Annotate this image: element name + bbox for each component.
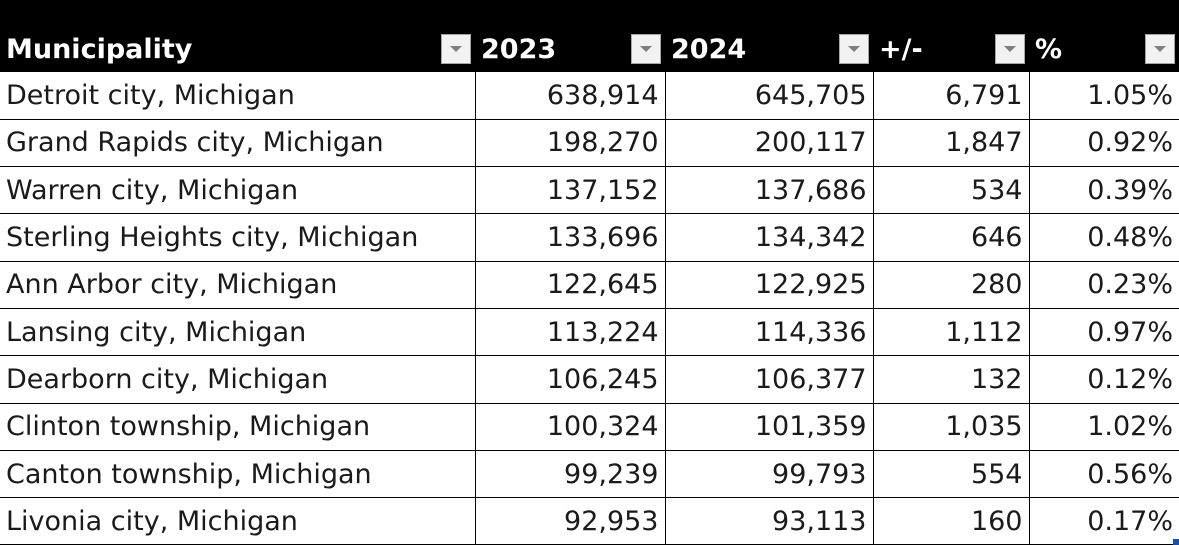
filter-dropdown-icon[interactable]: [441, 34, 471, 64]
table-row: Ann Arbor city, Michigan 122,645 122,925 28…: [0, 261, 1179, 309]
header-change: +/-: [873, 26, 1029, 72]
cell-municipality[interactable]: Ann Arbor city, Michigan: [0, 261, 476, 309]
cell-percent[interactable]: 0.56%: [1029, 450, 1179, 499]
population-table: Municipality 2023 2024 +/- % Detroit cit…: [0, 26, 1179, 545]
cell-change[interactable]: 554: [873, 450, 1030, 499]
cell-percent[interactable]: 0.12%: [1029, 355, 1179, 404]
cell-2023[interactable]: 137,152: [475, 166, 666, 215]
cell-percent[interactable]: 1.02%: [1029, 403, 1179, 451]
cell-2023[interactable]: 133,696: [475, 213, 666, 262]
table-row: Livonia city, Michigan 92,953 93,113 160 0.1…: [0, 497, 1179, 545]
cell-municipality[interactable]: Clinton township, Michigan: [0, 403, 476, 451]
cell-percent[interactable]: 1.05%: [1029, 72, 1179, 120]
header-label: Municipality: [6, 33, 193, 65]
cell-2024[interactable]: 106,377: [665, 355, 874, 404]
cell-change[interactable]: 1,035: [873, 403, 1030, 451]
header-percent: %: [1029, 26, 1179, 72]
cell-percent[interactable]: 0.39%: [1029, 166, 1179, 215]
cell-2023[interactable]: 99,239: [475, 450, 666, 499]
cell-change[interactable]: 160: [873, 497, 1030, 545]
header-label: %: [1035, 33, 1063, 65]
cell-percent[interactable]: 0.48%: [1029, 213, 1179, 262]
table-row: Canton township, Michigan 99,239 99,793 554…: [0, 450, 1179, 499]
cell-change[interactable]: 6,791: [873, 72, 1030, 120]
filter-dropdown-icon[interactable]: [839, 34, 869, 64]
cell-municipality[interactable]: Warren city, Michigan: [0, 166, 476, 215]
cell-2024[interactable]: 645,705: [665, 72, 874, 120]
cell-change[interactable]: 1,112: [873, 308, 1030, 357]
cell-percent[interactable]: 0.92%: [1029, 119, 1179, 168]
table-row: Clinton township, Michigan 100,324 101,359…: [0, 403, 1179, 451]
header-label: +/-: [879, 33, 923, 65]
cell-2024[interactable]: 93,113: [665, 497, 874, 545]
cell-2024[interactable]: 101,359: [665, 403, 874, 451]
cell-municipality[interactable]: Livonia city, Michigan: [0, 497, 476, 545]
selection-fill-handle[interactable]: [1173, 539, 1179, 545]
cell-2024[interactable]: 134,342: [665, 213, 874, 262]
cell-2023[interactable]: 106,245: [475, 355, 666, 404]
cell-municipality[interactable]: Lansing city, Michigan: [0, 308, 476, 357]
table-row: Grand Rapids city, Michigan 198,270 200,11…: [0, 119, 1179, 168]
cell-2024[interactable]: 99,793: [665, 450, 874, 499]
cell-2023[interactable]: 100,324: [475, 403, 666, 451]
header-municipality: Municipality: [0, 26, 475, 72]
table-row: Lansing city, Michigan 113,224 114,336 1,11…: [0, 308, 1179, 357]
cell-2023[interactable]: 113,224: [475, 308, 666, 357]
cell-municipality[interactable]: Dearborn city, Michigan: [0, 355, 476, 404]
cell-2023[interactable]: 92,953: [475, 497, 666, 545]
header-2024: 2024: [665, 26, 873, 72]
filter-dropdown-icon[interactable]: [1145, 34, 1175, 64]
header-2023: 2023: [475, 26, 665, 72]
table-body: Detroit city, Michigan 638,914 645,705 6,79…: [0, 72, 1179, 545]
header-label: 2023: [481, 33, 557, 65]
filter-dropdown-icon[interactable]: [631, 34, 661, 64]
cell-2023[interactable]: 198,270: [475, 119, 666, 168]
table-row: Dearborn city, Michigan 106,245 106,377 132…: [0, 355, 1179, 404]
cell-2024[interactable]: 137,686: [665, 166, 874, 215]
cell-municipality[interactable]: Grand Rapids city, Michigan: [0, 119, 476, 168]
table-row: Warren city, Michigan 137,152 137,686 534 0.…: [0, 166, 1179, 215]
cell-2024[interactable]: 114,336: [665, 308, 874, 357]
cell-municipality[interactable]: Canton township, Michigan: [0, 450, 476, 499]
cell-municipality[interactable]: Sterling Heights city, Michigan: [0, 213, 476, 262]
cell-2024[interactable]: 122,925: [665, 261, 874, 309]
cell-change[interactable]: 132: [873, 355, 1030, 404]
cell-change[interactable]: 534: [873, 166, 1030, 215]
cell-percent[interactable]: 0.17%: [1029, 497, 1179, 545]
cell-percent[interactable]: 0.23%: [1029, 261, 1179, 309]
cell-municipality[interactable]: Detroit city, Michigan: [0, 72, 476, 120]
table-row: Detroit city, Michigan 638,914 645,705 6,79…: [0, 72, 1179, 120]
sheet-top-band: [0, 0, 1179, 26]
cell-2024[interactable]: 200,117: [665, 119, 874, 168]
table-row: Sterling Heights city, Michigan 133,696 13…: [0, 213, 1179, 262]
cell-change[interactable]: 646: [873, 213, 1030, 262]
cell-change[interactable]: 1,847: [873, 119, 1030, 168]
cell-change[interactable]: 280: [873, 261, 1030, 309]
filter-dropdown-icon[interactable]: [995, 34, 1025, 64]
header-row: Municipality 2023 2024 +/- %: [0, 26, 1179, 72]
cell-2023[interactable]: 638,914: [475, 72, 666, 120]
cell-percent[interactable]: 0.97%: [1029, 308, 1179, 357]
cell-2023[interactable]: 122,645: [475, 261, 666, 309]
header-label: 2024: [671, 33, 747, 65]
